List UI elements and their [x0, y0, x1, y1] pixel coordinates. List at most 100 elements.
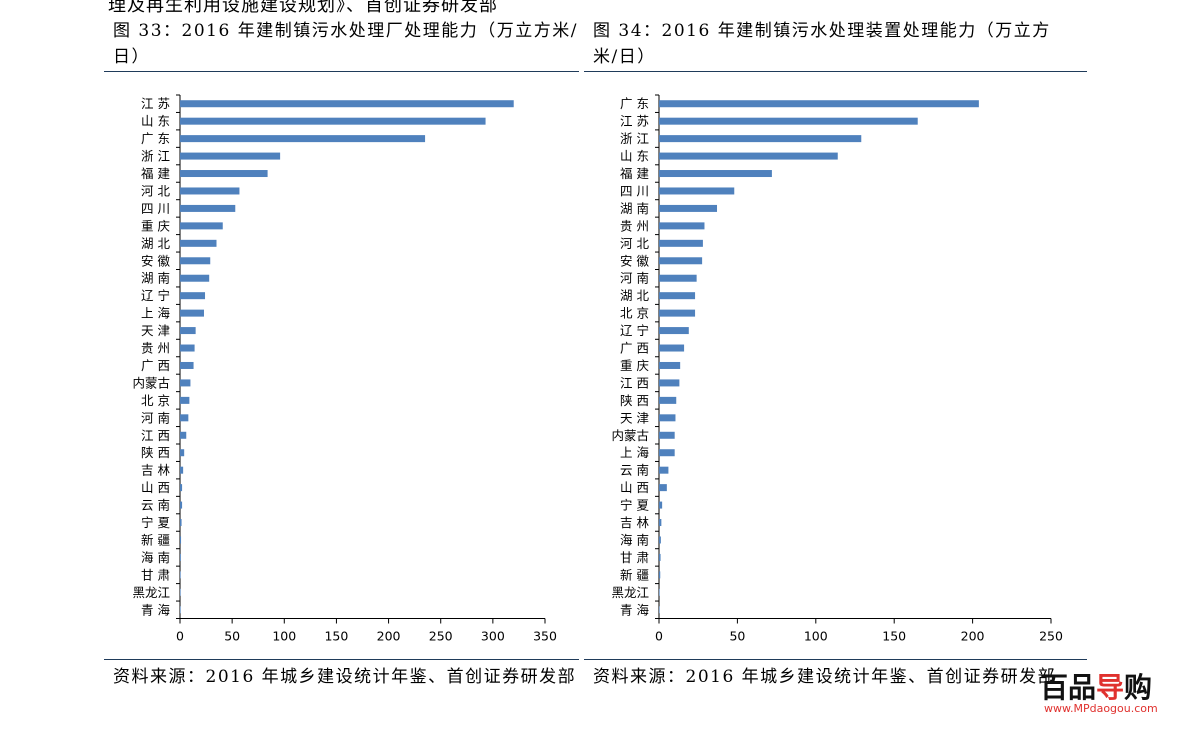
bar [659, 117, 918, 125]
bar [659, 571, 661, 579]
right-figure-title: 图 34：2016 年建制镇污水处理装置处理能力（万立方米/日） [593, 21, 1051, 67]
category-label: 宁 夏 [141, 515, 170, 530]
bar [180, 449, 185, 457]
left-source-note: 资料来源：2016 年城乡建设统计年鉴、首创证券研发部 [113, 667, 577, 687]
x-tick-label: 50 [224, 629, 240, 644]
category-label: 黑龙江 [132, 585, 170, 600]
category-label: 福 建 [620, 166, 649, 181]
bar [180, 187, 240, 195]
bar [180, 152, 281, 160]
category-label: 福 建 [141, 166, 170, 181]
bar [659, 396, 677, 404]
bar [180, 170, 268, 178]
category-label: 安 徽 [141, 253, 170, 268]
left-title-rule [104, 71, 579, 72]
x-tick-label: 0 [655, 629, 663, 644]
category-label: 吉 林 [620, 515, 649, 530]
category-label: 黑龙江 [611, 585, 649, 600]
category-label: 内蒙古 [132, 375, 170, 390]
x-tick-label: 0 [176, 629, 184, 644]
category-label: 安 徽 [620, 253, 649, 268]
x-tick-label: 200 [377, 629, 401, 644]
category-label: 山 西 [620, 480, 649, 495]
category-label: 云 南 [141, 498, 170, 513]
category-label: 重 庆 [620, 358, 649, 373]
category-label: 江 苏 [620, 114, 649, 129]
x-tick-label: 150 [882, 629, 906, 644]
watermark-url: www.MPdaogou.com [1044, 702, 1158, 715]
bar [659, 466, 669, 474]
bar [180, 274, 210, 282]
bar [180, 466, 184, 474]
right-source-rule [584, 659, 1087, 660]
category-label: 陕 西 [141, 445, 170, 460]
bar [659, 344, 685, 352]
x-tick-label: 100 [804, 629, 828, 644]
header-text: 理及再生利用设施建设规划》、首创证券研发部 [108, 0, 498, 16]
category-label: 湖 南 [141, 271, 170, 286]
bar [180, 553, 181, 561]
category-label: 河 北 [141, 183, 170, 198]
bar [180, 222, 223, 230]
category-label: 陕 西 [620, 393, 649, 408]
category-label: 北 京 [141, 393, 170, 408]
bar [180, 396, 190, 404]
bar [659, 553, 661, 561]
category-label: 贵 州 [620, 218, 649, 233]
right-bar-chart: 广 东江 苏浙 江山 东福 建四 川湖 南贵 州河 北安 徽河 南湖 北北 京辽… [611, 94, 1063, 644]
bar [180, 100, 514, 108]
category-label: 天 津 [620, 410, 649, 425]
bar [659, 606, 660, 614]
category-label: 海 南 [141, 550, 170, 565]
category-label: 浙 江 [620, 131, 649, 146]
bar [180, 257, 211, 265]
watermark-brand: 百品导购 [1040, 671, 1153, 704]
bar [180, 361, 194, 369]
category-label: 天 津 [141, 323, 170, 338]
category-label: 吉 林 [141, 463, 170, 478]
category-label: 广 西 [620, 341, 649, 356]
category-label: 广 东 [620, 96, 649, 111]
category-label: 山 西 [141, 480, 170, 495]
bar [180, 309, 204, 317]
bar [659, 501, 663, 509]
bar [659, 170, 772, 178]
bar [659, 414, 676, 422]
bar [180, 344, 195, 352]
bar [180, 536, 182, 544]
x-tick-label: 250 [1039, 629, 1063, 644]
category-label: 江 西 [620, 375, 649, 390]
category-label: 广 东 [141, 131, 170, 146]
category-label: 上 海 [141, 306, 170, 321]
bar [659, 222, 705, 230]
x-tick-label: 50 [729, 629, 745, 644]
x-tick-label: 350 [533, 629, 557, 644]
bar [659, 536, 661, 544]
bar [659, 257, 703, 265]
bar [180, 379, 191, 387]
category-label: 江 苏 [141, 96, 170, 111]
x-tick-label: 150 [324, 629, 348, 644]
left-source-rule [104, 659, 579, 660]
bar [659, 431, 675, 439]
category-label: 青 海 [620, 602, 649, 617]
category-label: 甘 肃 [620, 550, 649, 565]
x-tick-label: 300 [481, 629, 505, 644]
bar [659, 187, 735, 195]
bar [659, 152, 838, 160]
watermark-logo: 百品导购 www.MPdaogou.com [1040, 666, 1180, 726]
category-label: 广 西 [141, 358, 170, 373]
category-label: 河 南 [141, 410, 170, 425]
bar [180, 204, 236, 212]
bar [180, 327, 196, 335]
bar [659, 588, 660, 596]
category-label: 辽 宁 [141, 288, 170, 303]
bar [180, 606, 181, 614]
left-figure-title: 图 33：2016 年建制镇污水处理厂处理能力（万立方米/日） [113, 21, 578, 67]
category-label: 宁 夏 [620, 498, 649, 513]
category-label: 四 川 [141, 201, 170, 216]
bar [180, 239, 217, 247]
category-label: 山 东 [141, 114, 170, 129]
bar [180, 484, 183, 492]
category-label: 青 海 [141, 602, 170, 617]
